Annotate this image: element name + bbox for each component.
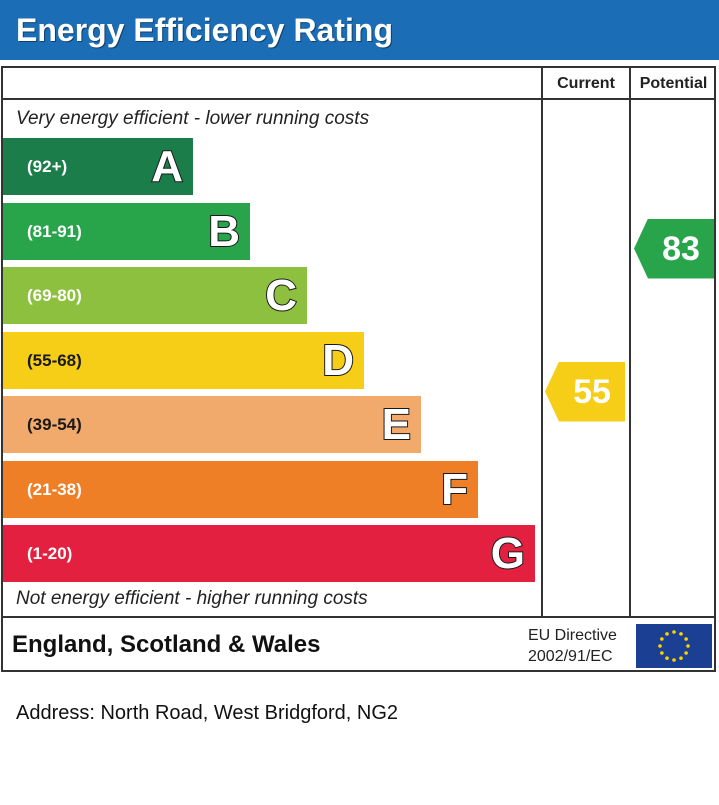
rating-marker-potential: 83 — [634, 218, 714, 279]
band-letter-label: C — [264, 270, 298, 321]
rating-marker-value: 55 — [573, 372, 611, 411]
flag-star — [660, 637, 664, 641]
flag-star — [679, 656, 683, 660]
band-range-label: (39-54) — [27, 415, 82, 434]
rating-frame — [1, 66, 716, 672]
rating-marker-current: 55 — [545, 361, 625, 422]
flag-star — [672, 630, 676, 634]
flag-star — [684, 651, 688, 655]
band-a: (92+) A — [3, 138, 193, 195]
flag-star — [686, 644, 690, 648]
note-bottom: Not energy efficient - higher running co… — [16, 588, 368, 609]
band-g: (1-20) G — [3, 525, 535, 582]
band-d: (55-68) D — [3, 331, 364, 389]
band-e: (39-54) E — [3, 396, 421, 453]
band-letter-label: E — [381, 399, 412, 450]
band-letter-label: D — [321, 335, 355, 386]
directive-line-1: EU Directive — [528, 627, 617, 644]
eu-flag-icon — [636, 624, 712, 668]
flag-star — [665, 656, 669, 660]
band-range-label: (81-91) — [27, 221, 82, 241]
divider-footer-row — [1, 616, 716, 618]
band-letter-label: A — [150, 141, 184, 192]
band-b: (81-91) B — [3, 202, 250, 260]
band-c: (69-80) C — [3, 267, 307, 324]
flag-star — [679, 632, 683, 636]
band-range-label: (92+) — [27, 157, 68, 176]
band-range-label: (21-38) — [27, 479, 82, 499]
directive-line-2: 2002/91/EC — [528, 648, 613, 665]
band-letter-label: B — [207, 206, 241, 257]
divider-potential — [629, 66, 631, 618]
flag-star — [665, 632, 669, 636]
band-letter-label: F — [440, 464, 469, 515]
band-range-label: (69-80) — [27, 286, 82, 305]
page-title: Energy Efficiency Rating — [16, 12, 393, 48]
flag-star — [660, 651, 664, 655]
note-top: Very energy efficient - lower running co… — [16, 108, 370, 129]
footer-region: England, Scotland & Wales — [12, 631, 321, 658]
band-range-label: (55-68) — [27, 350, 82, 370]
rating-marker-value: 83 — [662, 229, 700, 268]
flag-star — [672, 658, 676, 662]
column-header-current: Current — [557, 75, 615, 92]
band-letter-label: G — [490, 528, 526, 579]
divider-header-row — [1, 98, 716, 100]
divider-current — [541, 66, 543, 618]
address: Address: North Road, West Bridgford, NG2 — [16, 702, 399, 724]
header-bar: Energy Efficiency Rating — [0, 0, 719, 60]
band-f: (21-38) F — [3, 460, 478, 518]
band-range-label: (1-20) — [27, 544, 73, 563]
flag-star — [658, 644, 662, 648]
column-header-potential: Potential — [639, 75, 708, 92]
flag-star — [684, 637, 688, 641]
